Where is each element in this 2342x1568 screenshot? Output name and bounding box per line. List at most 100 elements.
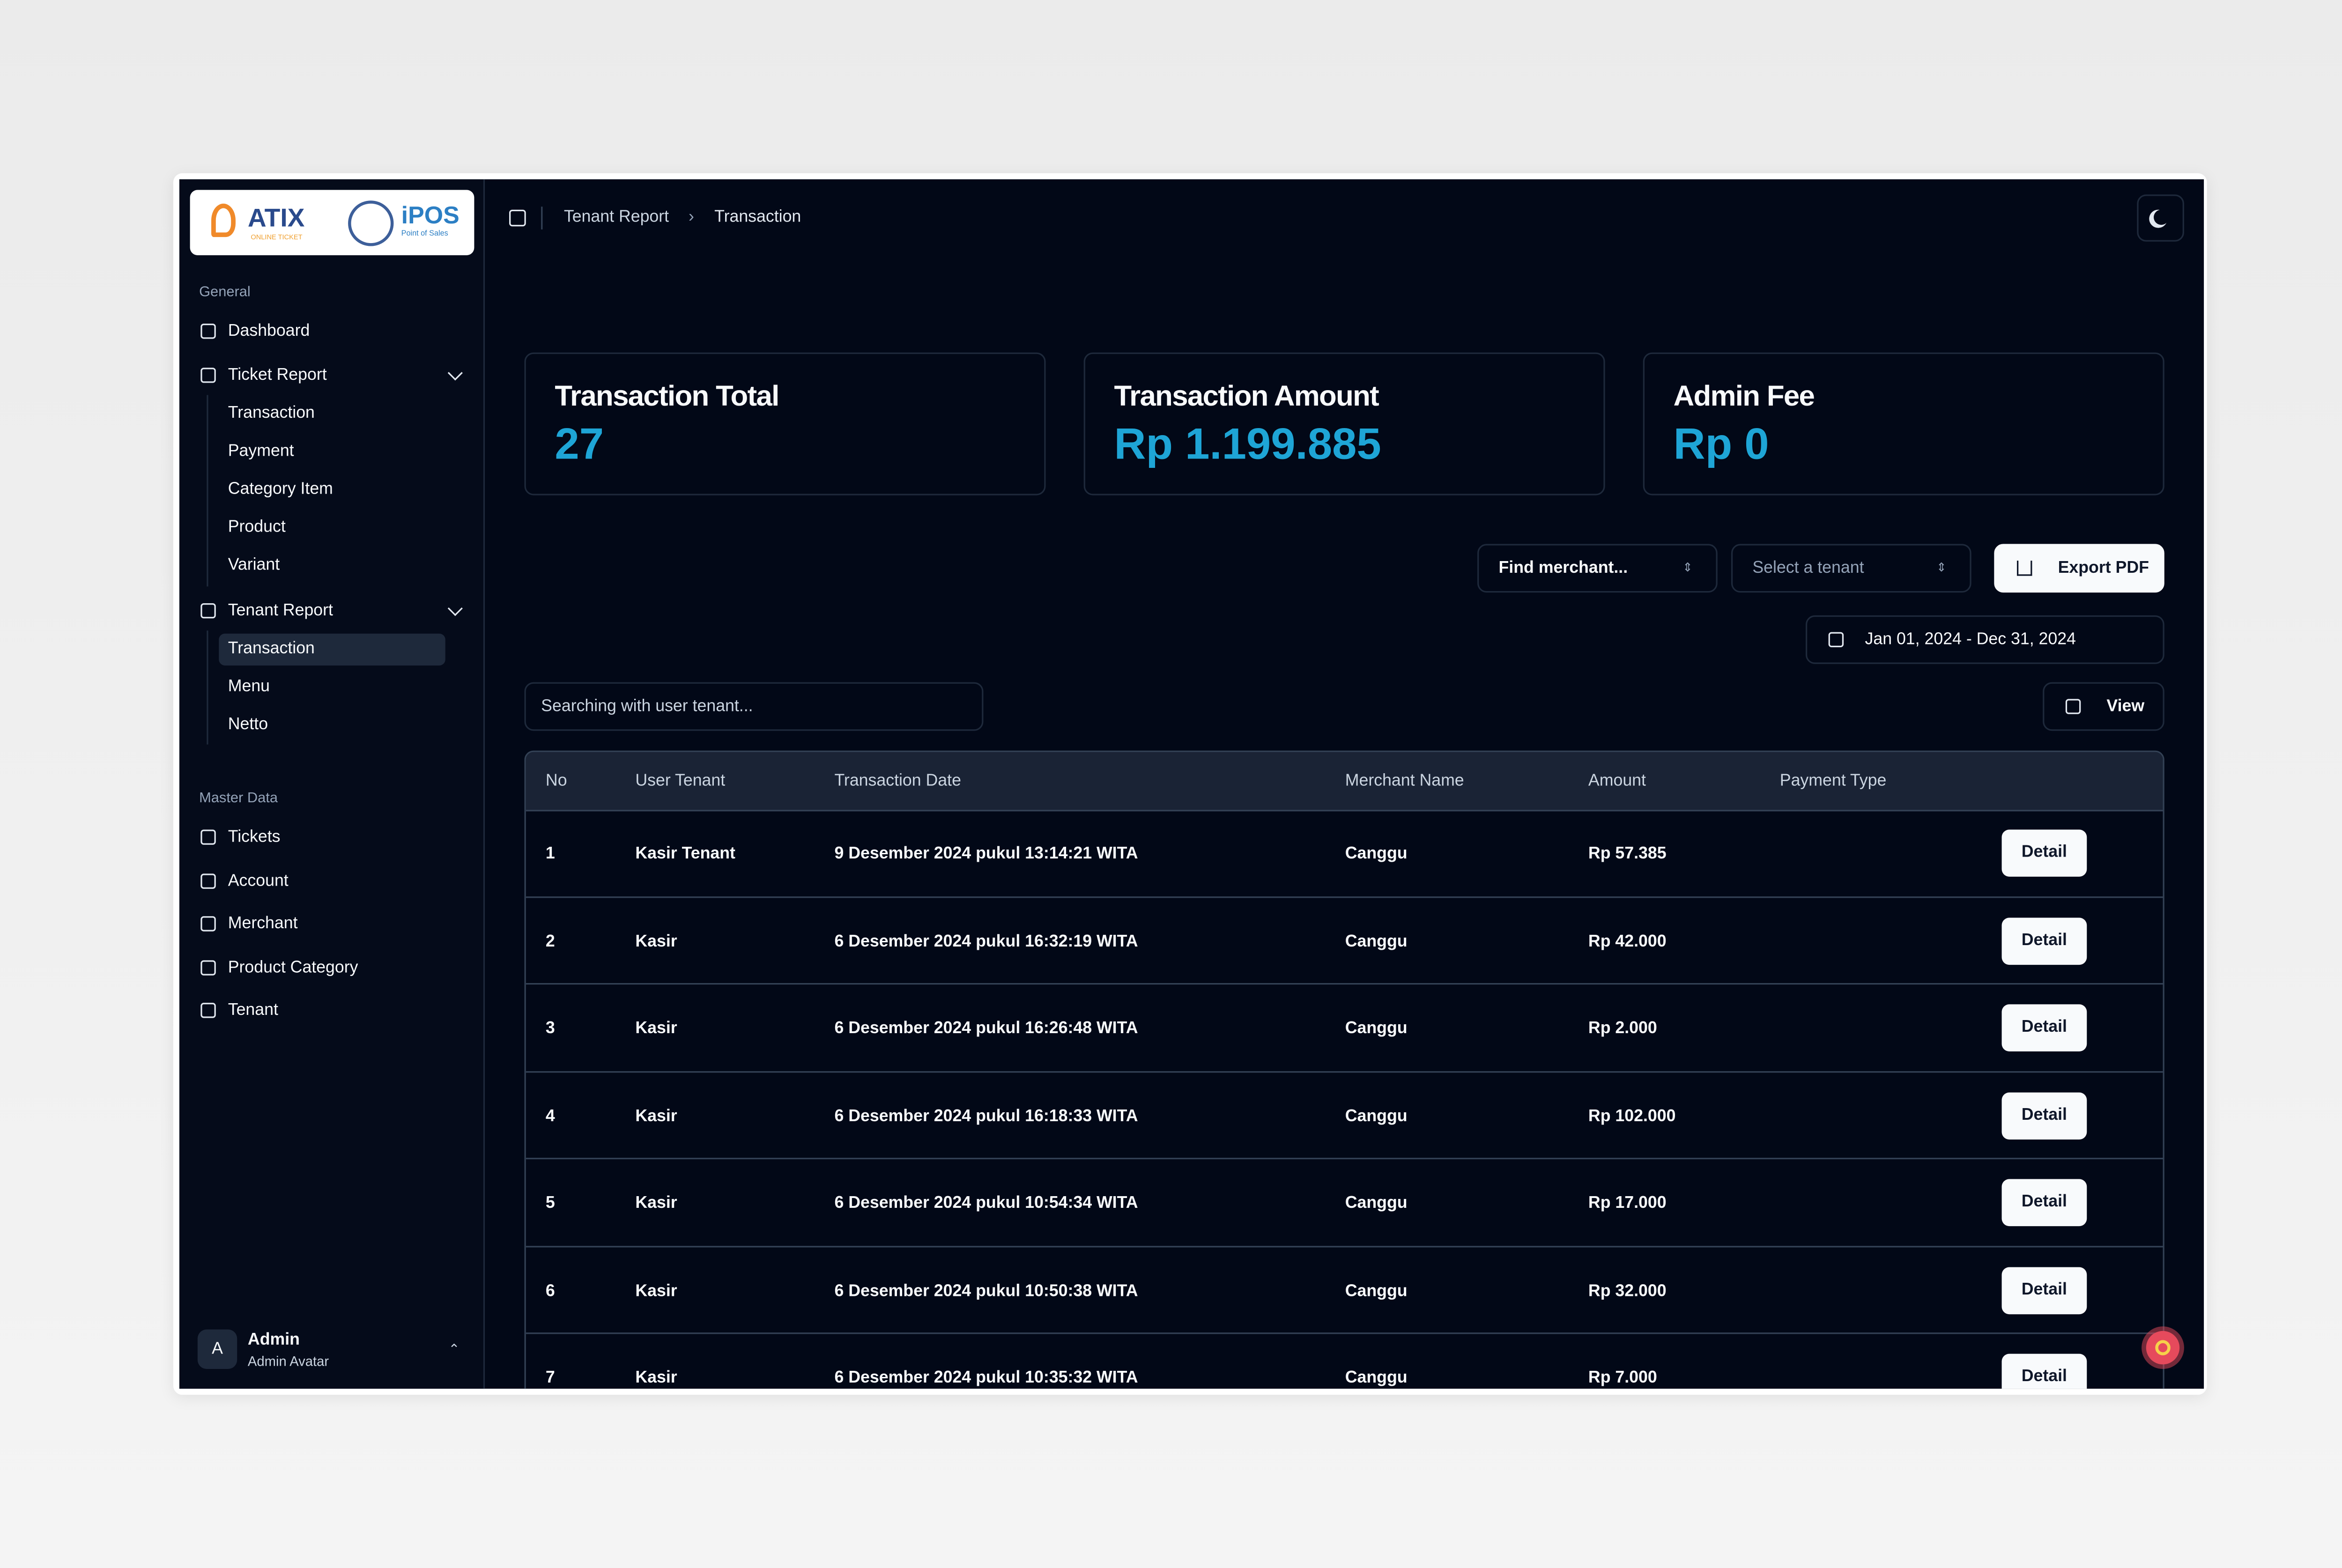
column-header: User Tenant [635,772,726,790]
detail-button[interactable]: Detail [2001,1266,2087,1314]
detail-button[interactable]: Detail [2001,1354,2087,1389]
icon [2016,561,2032,576]
detail-text: Detail [2021,931,2067,949]
stat-value: Rp 1.199.885 [1114,421,1381,470]
nav-label: Ticket Report [228,365,327,384]
stat-card: Admin Fee Rp 0 [1643,352,2164,496]
logo-atix-mark [211,203,236,237]
detail-button[interactable]: Detail [2001,1004,2087,1051]
table-row [526,984,2163,1072]
sub-label: Product [228,518,286,537]
logo-box: ATIX ONLINE TICKET iPOS Point of Sales [190,190,474,256]
tenant-select-text: Select a tenant [1752,559,1864,577]
column-header: Merchant Name [1345,772,1464,790]
merchant-select[interactable]: Find merchant... ⇕ [1477,544,1718,593]
stat-card: Transaction Total 27 [524,352,1046,496]
cell: Kasir [635,1019,677,1038]
detail-text: Detail [2021,1367,2067,1386]
divider [541,207,543,229]
icon [200,324,216,339]
sub-label: Category Item [228,480,333,498]
tenant-select[interactable]: Select a tenant ⇕ [1731,544,1971,593]
cell: 6 Desember 2024 pukul 16:32:19 WITA [834,932,1138,951]
cell: 4 [545,1107,555,1125]
date-picker[interactable]: Jan 01, 2024 - Dec 31, 2024 [1805,615,2164,664]
active-highlight [219,633,445,665]
detail-button[interactable]: Detail [2001,829,2087,877]
main: Tenant Report › Transaction Transaction Tot… [485,179,2204,1389]
tree-line [207,394,208,586]
logo-ipos: iPOS [401,203,460,229]
stat-value: 27 [555,421,604,470]
sub-label: Netto [228,715,268,734]
table-row [526,1072,2163,1160]
cell: 5 [545,1194,555,1213]
detail-button[interactable]: Detail [2001,917,2087,964]
icon [200,1003,216,1018]
detail-button[interactable]: Detail [2001,1179,2087,1227]
cell: Canggu [1345,1281,1408,1300]
stat-label: Admin Fee [1673,381,1815,414]
cell: Canggu [1345,932,1408,951]
date-picker-text: Jan 01, 2024 - Dec 31, 2024 [1865,630,2076,649]
theme-toggle[interactable] [2137,194,2184,242]
detail-button[interactable]: Detail [2001,1091,2087,1139]
avatar: A [197,1329,237,1369]
stat-value: Rp 0 [1673,421,1769,470]
sidebar-toggle[interactable] [509,209,526,227]
icon [1828,632,1844,648]
cell: Canggu [1345,1369,1408,1387]
floating-badge[interactable] [2146,1331,2180,1365]
cell: Canggu [1345,1107,1408,1125]
logo-ipos-tag: Point of Sales [401,229,448,239]
nav-label: Tickets [228,828,281,847]
cell: Kasir [635,1369,677,1387]
icon [2065,699,2081,714]
cell: 6 Desember 2024 pukul 10:54:34 WITA [834,1194,1138,1213]
cell: 2 [545,932,555,951]
search-input[interactable]: Searching with user tenant... [524,682,984,731]
cell: 9 Desember 2024 pukul 13:14:21 WITA [834,844,1138,863]
nav-label: Dashboard [228,322,310,340]
icon [200,367,216,382]
table-row [526,1247,2163,1334]
cell: 6 [545,1281,555,1300]
moon-icon [2154,210,2169,225]
group-label: General [199,284,251,301]
table-row [526,810,2163,897]
sub-label: Transaction [228,639,315,658]
icon [200,916,216,932]
detail-text: Detail [2021,1105,2067,1124]
cell: Kasir [635,1194,677,1213]
view-button[interactable]: View [2043,682,2164,731]
user-menu-icon: ⌃ [448,1341,460,1357]
breadcrumb: Transaction [714,208,801,227]
export-button[interactable]: Export PDF [1994,544,2164,593]
stat-label: Transaction Total [555,381,779,414]
table-row [526,1159,2163,1247]
sub-label: Menu [228,677,270,695]
cell: Rp 42.000 [1588,932,1667,951]
tree-line [207,629,208,745]
nav-label: Merchant [228,915,298,933]
merchant-select-text: Find merchant... [1498,559,1628,577]
app: ATIX ONLINE TICKET iPOS Point of Sales Gener… [179,179,2204,1389]
sub-label: Transaction [228,403,315,422]
stat-label: Transaction Amount [1114,381,1379,414]
icon [200,829,216,845]
column-header: Amount [1588,772,1646,790]
nav-label: Tenant Report [228,601,333,620]
cell: 6 Desember 2024 pukul 16:26:48 WITA [834,1019,1138,1038]
cell: Kasir [635,932,677,951]
cell: Rp 32.000 [1588,1281,1667,1300]
icon [200,960,216,975]
cell: Kasir [635,1281,677,1300]
cell: Rp 102.000 [1588,1107,1676,1125]
column-header: Payment Type [1779,772,1887,790]
logo-ipos-globe [348,200,394,246]
icon [200,873,216,888]
breadcrumb-sep: › [688,208,694,227]
table-row [526,897,2163,985]
